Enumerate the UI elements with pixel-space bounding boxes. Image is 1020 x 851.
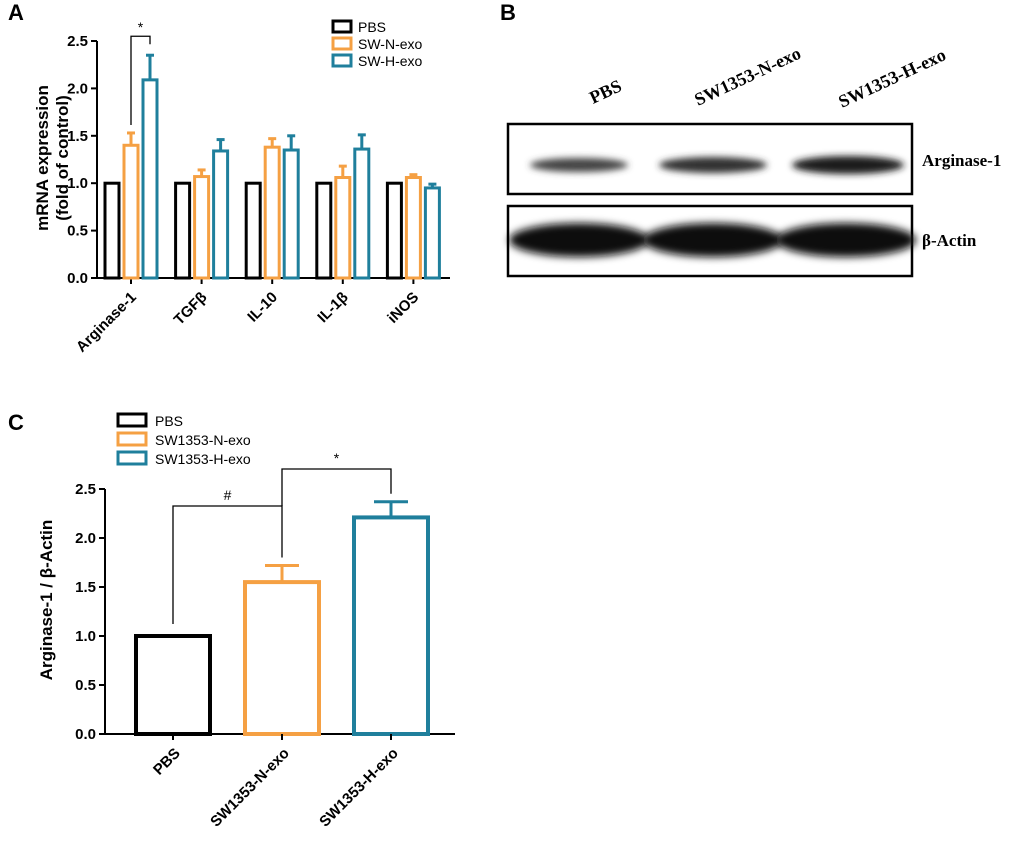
blot-lane-label-1: PBS xyxy=(586,76,624,108)
chart-a-bar-sw-n-exo-tgf xyxy=(193,175,211,280)
chart-a-bar-sw-n-exo-il-1 xyxy=(334,176,352,280)
chart-a-ytick-label: 2.5 xyxy=(67,33,88,50)
blot-membrane-arginase xyxy=(506,122,914,196)
chart-a-legend-label-pbs: PBS xyxy=(358,19,386,35)
chart-a-category-label: iNOS xyxy=(384,289,422,327)
blot-membrane-actin xyxy=(506,204,916,278)
chart-c: Arginase-1 / β-Actin PBS SW1353-N-exo SW13… xyxy=(37,412,455,831)
chart-a-legend-swatch-pbs xyxy=(331,19,353,34)
blot-protein-label-actin: β-Actin xyxy=(922,231,977,250)
chart-a-bar-pbs-inos xyxy=(385,181,403,280)
chart-c-legend-swatch-pbs xyxy=(116,412,148,428)
chart-c-category-label: PBS xyxy=(150,745,184,779)
chart-a-bar-sw-h-exo-il-10 xyxy=(282,148,300,280)
chart-a-bar-pbs-arginase-1 xyxy=(103,181,121,280)
chart-c-bar-pbs xyxy=(134,634,212,736)
chart-c-ytick-label: 2.0 xyxy=(75,530,96,547)
chart-a-ytick-label: 2.0 xyxy=(67,80,88,97)
panel-label-c: C xyxy=(8,410,24,435)
chart-a-bar-sw-n-exo-il-10 xyxy=(263,145,281,280)
chart-a-bar-sw-n-exo-inos xyxy=(404,176,422,280)
chart-c-ylabel: Arginase-1 / β-Actin xyxy=(37,520,56,681)
chart-a-bar-sw-h-exo-il-1 xyxy=(353,147,371,280)
chart-a-category-label: TGFβ xyxy=(171,289,211,329)
blot-band-arginase-h xyxy=(792,156,904,174)
chart-c-significance-label-1: # xyxy=(224,487,232,503)
chart-a-significance-bracket xyxy=(130,35,151,125)
chart-a-bar-pbs-il-1 xyxy=(315,181,333,280)
chart-a-category-label: IL-1β xyxy=(314,289,351,326)
chart-c-ytick-label: 2.5 xyxy=(75,481,96,498)
blot-lane-label-2: SW1353-N-exo xyxy=(691,43,804,110)
chart-c-ytick-label: 0.5 xyxy=(75,677,96,694)
blot-band-actin-h xyxy=(776,223,916,257)
chart-a-bar-pbs-tgf xyxy=(174,181,192,280)
blot-lane-label-3: SW1353-H-exo xyxy=(835,44,949,111)
chart-c-category-label: SW1353-H-exo xyxy=(316,745,402,831)
chart-c-legend: PBS SW1353-N-exo SW1353-H-exo xyxy=(116,412,251,467)
western-blot: PBS SW1353-N-exo SW1353-H-exo Arginase-1… xyxy=(506,43,1001,278)
chart-c-ytick-label: 1.0 xyxy=(75,628,96,645)
chart-c-bar-sw1353-h-exo xyxy=(352,515,430,736)
chart-a-ytick-label: 0.0 xyxy=(67,270,88,287)
chart-a-ytick-label: 0.5 xyxy=(67,223,88,240)
panel-label-a: A xyxy=(8,0,24,25)
chart-c-significance-label-2: * xyxy=(334,450,340,466)
chart-a-category-label: IL-10 xyxy=(244,289,281,326)
chart-a-bar-pbs-il-10 xyxy=(244,181,262,280)
chart-c-legend-swatch-sw1353-h-exo xyxy=(116,450,148,466)
blot-band-arginase-pbs xyxy=(530,158,628,172)
chart-a: mRNA expression (fold of control) PBSSW-… xyxy=(33,19,450,356)
blot-band-arginase-n xyxy=(659,157,767,173)
chart-a-ytick-label: 1.5 xyxy=(67,128,88,145)
chart-c-category-label: SW1353-N-exo xyxy=(207,745,293,831)
chart-c-legend-label-sw1353-n-exo: SW1353-N-exo xyxy=(155,432,251,448)
chart-a-legend-swatch-sw-n-exo xyxy=(331,36,353,51)
chart-c-ytick-label: 0.0 xyxy=(75,726,96,743)
chart-c-legend-label-pbs: PBS xyxy=(155,413,183,429)
chart-a-ytick-label: 1.0 xyxy=(67,175,88,192)
chart-c-significance-bracket-1 xyxy=(172,505,283,624)
blot-protein-label-arginase: Arginase-1 xyxy=(922,151,1001,170)
chart-a-bar-sw-h-exo-tgf xyxy=(212,149,230,280)
chart-c-bar-sw1353-n-exo xyxy=(243,580,321,736)
chart-c-significance-bracket-2 xyxy=(281,468,392,506)
chart-a-legend-label-sw-n-exo: SW-N-exo xyxy=(358,36,423,52)
chart-c-ytick-label: 1.5 xyxy=(75,579,96,596)
chart-a-category-label: Arginase-1 xyxy=(73,289,140,356)
chart-a-bar-sw-h-exo-arginase-1 xyxy=(141,78,159,280)
chart-c-legend-swatch-sw1353-n-exo xyxy=(116,431,148,447)
chart-a-legend-swatch-sw-h-exo xyxy=(331,53,353,68)
chart-a-significance-label: * xyxy=(138,19,144,35)
chart-a-legend-label-sw-h-exo: SW-H-exo xyxy=(358,53,423,69)
blot-band-actin-pbs xyxy=(509,223,649,257)
chart-a-ylabel-1: mRNA expression xyxy=(33,85,52,231)
chart-a-bar-sw-n-exo-arginase-1 xyxy=(122,143,140,280)
chart-a-bar-sw-h-exo-inos xyxy=(423,186,441,280)
blot-band-actin-n xyxy=(643,223,783,257)
chart-c-legend-label-sw1353-h-exo: SW1353-H-exo xyxy=(155,451,251,467)
chart-a-ylabel-2: (fold of control) xyxy=(53,95,72,221)
panel-label-b: B xyxy=(500,0,516,25)
